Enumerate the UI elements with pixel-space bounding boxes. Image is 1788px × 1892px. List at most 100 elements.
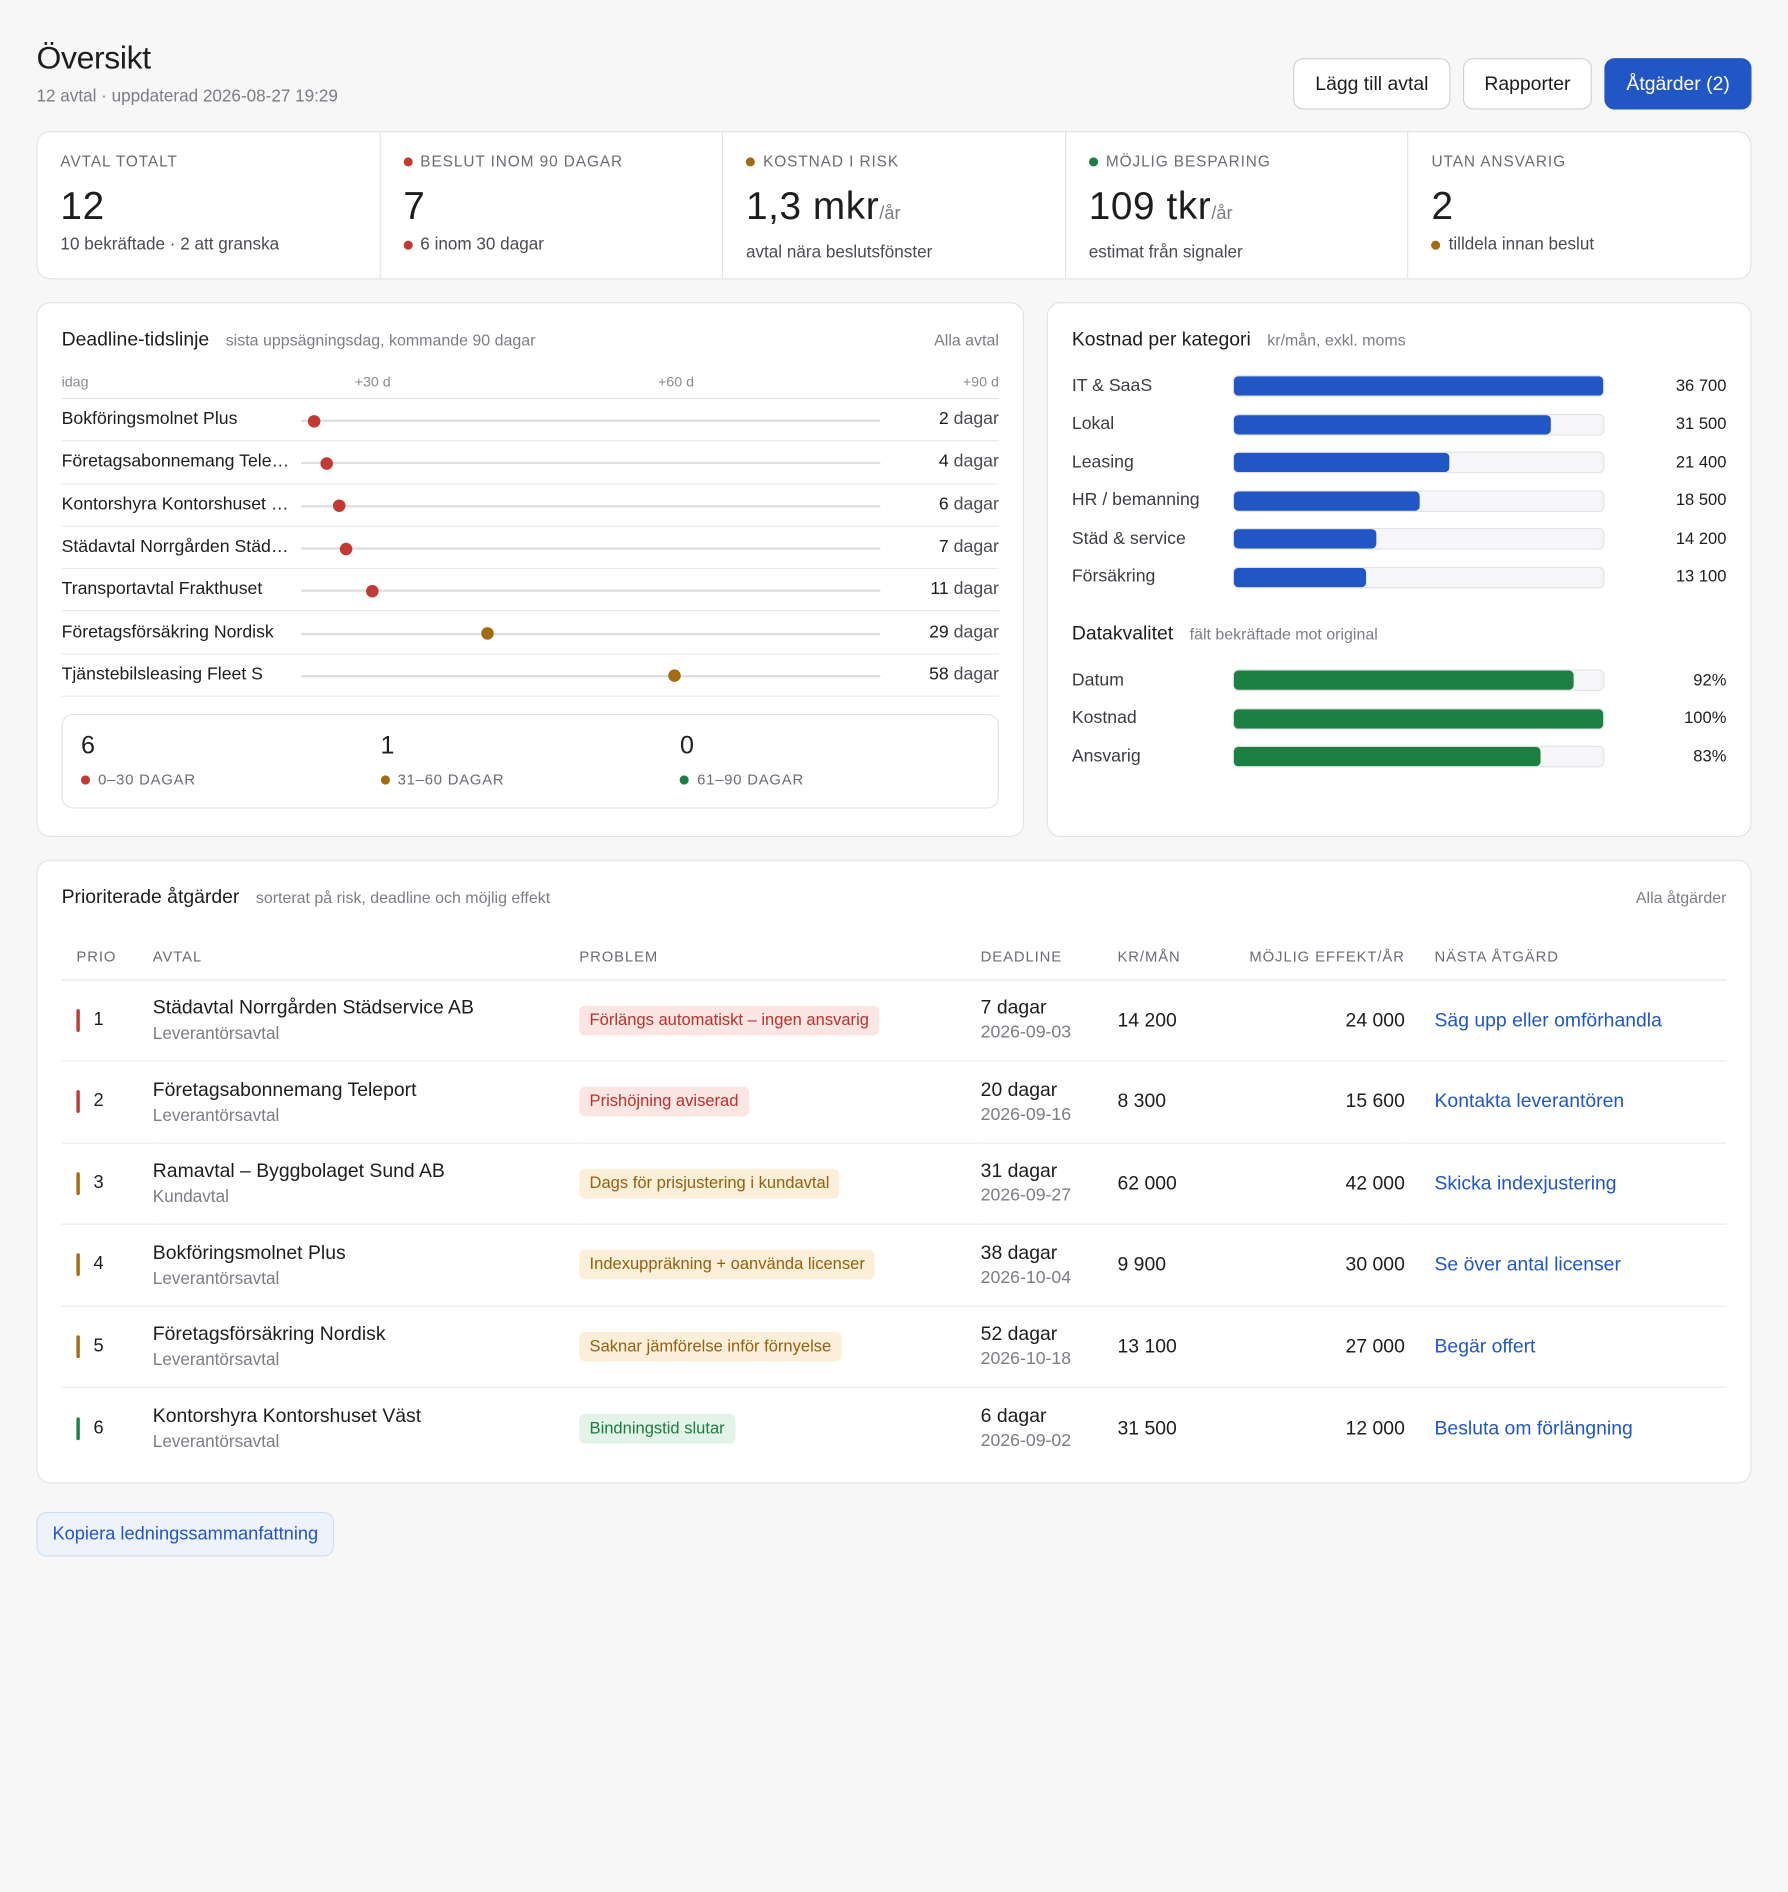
next-action-cell[interactable]: Se över antal licenser bbox=[1404, 1224, 1727, 1307]
amber-dot-icon bbox=[745, 156, 756, 166]
bar-track bbox=[1232, 490, 1605, 512]
deadline-days: 31 bbox=[980, 1159, 1003, 1182]
deadline-marker[interactable] bbox=[339, 542, 353, 555]
next-action-link[interactable]: Besluta om förlängning bbox=[1434, 1416, 1633, 1439]
next-action-link[interactable]: Skicka indexjustering bbox=[1434, 1171, 1617, 1194]
timeline-row[interactable]: Bokföringsmolnet Plus 2 dagar bbox=[61, 399, 999, 442]
deadline-marker[interactable] bbox=[320, 457, 334, 470]
table-row[interactable]: 1 Städavtal Norrgården Städservice AB Lev… bbox=[61, 979, 1727, 1062]
contract-cell[interactable]: Ramavtal – Byggbolaget Sund AB Kundavtal bbox=[152, 1142, 580, 1225]
next-action-link[interactable]: Säg upp eller omförhandla bbox=[1434, 1008, 1662, 1031]
table-row[interactable]: 3 Ramavtal – Byggbolaget Sund AB Kundavta… bbox=[61, 1142, 1727, 1225]
contract-name[interactable]: Företagsförsäkring Nordisk bbox=[152, 1323, 386, 1345]
contract-type: Leverantörsavtal bbox=[152, 1268, 280, 1289]
bar-value: 92% bbox=[1693, 671, 1727, 690]
deadline-marker[interactable] bbox=[365, 584, 379, 598]
kpi-sub-text: estimat från signaler bbox=[1088, 242, 1243, 263]
problem-cell: Indexuppräkning + oanvända licenser bbox=[579, 1224, 981, 1307]
contract-type: Leverantörsavtal bbox=[152, 1024, 280, 1044]
copy-summary-button[interactable]: Kopiera ledningssammanfattning bbox=[36, 1512, 335, 1557]
timeline-contract-name: Städavtal Norrgården Städservice AB bbox=[61, 537, 290, 557]
kpi-value: 12 bbox=[60, 184, 356, 230]
timeline-row[interactable]: Transportavtal Frakthuset 11 dagar bbox=[61, 569, 999, 612]
kpi-label: KOSTNAD I RISK bbox=[745, 153, 1042, 170]
kpi-without-owner: UTAN ANSVARIG 2 tilldela innan beslut bbox=[1409, 132, 1751, 278]
next-action-link[interactable]: Kontakta leverantören bbox=[1434, 1090, 1625, 1113]
deadline-marker[interactable] bbox=[307, 414, 321, 428]
next-action-cell[interactable]: Säg upp eller omförhandla bbox=[1404, 979, 1727, 1062]
axis-tick-90: +90 d bbox=[962, 374, 999, 390]
days-unit: dagar bbox=[953, 409, 999, 429]
next-action-cell[interactable]: Skicka indexjustering bbox=[1404, 1142, 1727, 1225]
timeline-row[interactable]: Företagsabonnemang Teleport 4 dagar bbox=[61, 442, 999, 485]
timeline-row[interactable]: Kontorshyra Kontorshuset Väst 6 dagar bbox=[61, 484, 999, 527]
col-deadline[interactable]: DEADLINE bbox=[980, 933, 1118, 981]
kpi-sub-text: avtal nära beslutsfönster bbox=[745, 242, 933, 263]
contract-name[interactable]: Bokföringsmolnet Plus bbox=[152, 1241, 346, 1264]
col-prio[interactable]: PRIO bbox=[61, 933, 153, 981]
bar-label: Städ & service bbox=[1071, 528, 1186, 549]
cost-bars: IT & SaaS 36 700 Lokal 31 500 Leasing 21 4… bbox=[1071, 367, 1727, 596]
table-row[interactable]: 6 Kontorshyra Kontorshuset Väst Leverantö… bbox=[62, 1387, 1727, 1469]
bar-value: 36 700 bbox=[1675, 377, 1727, 396]
kpi-sub-text: 10 bekräftade · 2 att granska bbox=[60, 234, 280, 255]
contract-name[interactable]: Städavtal Norrgården Städservice AB bbox=[152, 996, 474, 1019]
timeline-contract-name: Bokföringsmolnet Plus bbox=[61, 409, 238, 429]
contract-name[interactable]: Företagsabonnemang Teleport bbox=[152, 1078, 417, 1101]
deadline-cell: 7 dagar 2026-09-03 bbox=[980, 979, 1118, 1062]
prio-cell: 2 bbox=[61, 1061, 153, 1144]
prio-number: 2 bbox=[93, 1091, 104, 1111]
bar-fill bbox=[1233, 376, 1604, 396]
contract-name[interactable]: Kontorshyra Kontorshuset Väst bbox=[152, 1404, 422, 1427]
contract-cell[interactable]: Företagsabonnemang Teleport Leverantörsav… bbox=[152, 1061, 580, 1144]
col-effect[interactable]: MÖJLIG EFFEKT/ÅR bbox=[1210, 933, 1405, 981]
kpi-sub: 10 bekräftade · 2 att granska bbox=[60, 235, 356, 254]
all-actions-link[interactable]: Alla åtgärder bbox=[1635, 888, 1727, 907]
kpi-value-text: 109 tkr bbox=[1088, 184, 1212, 229]
timeline-row[interactable]: Företagsförsäkring Nordisk 29 dagar bbox=[61, 612, 999, 655]
overview-page: Översikt 12 avtal · uppdaterad 2026-08-2… bbox=[36, 40, 1752, 1557]
bar-track bbox=[1232, 528, 1605, 550]
kpi-value-text: 2 bbox=[1431, 184, 1454, 229]
reports-button[interactable]: Rapporter bbox=[1462, 58, 1593, 110]
next-action-cell[interactable]: Besluta om förlängning bbox=[1405, 1387, 1727, 1469]
deadline-marker[interactable] bbox=[333, 499, 346, 513]
next-action-cell[interactable]: Kontakta leverantören bbox=[1404, 1061, 1727, 1144]
effect-cell: 30 000 bbox=[1210, 1224, 1405, 1307]
col-next-action[interactable]: NÄSTA ÅTGÄRD bbox=[1404, 933, 1727, 981]
deadline-marker[interactable] bbox=[481, 627, 494, 640]
days-number: 6 bbox=[938, 494, 949, 514]
green-dot-icon bbox=[1088, 156, 1098, 166]
timeline-days: 11 dagar bbox=[930, 580, 998, 601]
days-number: 11 bbox=[930, 579, 949, 600]
contract-cell[interactable]: Företagsförsäkring Nordisk Leverantörsavt… bbox=[152, 1305, 580, 1388]
contract-cell[interactable]: Städavtal Norrgården Städservice AB Lever… bbox=[152, 979, 580, 1062]
kpi-strip: AVTAL TOTALT 12 10 bekräftade · 2 att gr… bbox=[36, 131, 1752, 280]
kr-month-cell: 62 000 bbox=[1117, 1142, 1211, 1225]
all-contracts-link[interactable]: Alla avtal bbox=[934, 330, 999, 349]
actions-button[interactable]: Åtgärder (2) bbox=[1604, 58, 1752, 110]
bar-fill bbox=[1233, 491, 1421, 511]
next-action-cell[interactable]: Begär offert bbox=[1404, 1305, 1727, 1388]
problem-tag: Prishöjning aviserad bbox=[579, 1086, 749, 1117]
next-action-link[interactable]: Begär offert bbox=[1434, 1335, 1536, 1357]
next-action-link[interactable]: Se över antal licenser bbox=[1434, 1253, 1621, 1276]
contract-name[interactable]: Ramavtal – Byggbolaget Sund AB bbox=[152, 1159, 445, 1182]
timeline-row[interactable]: Tjänstebilsleasing Fleet S 58 dagar bbox=[61, 654, 999, 697]
kpi-sub: tilldela innan beslut bbox=[1431, 235, 1728, 254]
table-row[interactable]: 5 Företagsförsäkring Nordisk Leverantörsa… bbox=[61, 1305, 1727, 1388]
bar-track bbox=[1232, 707, 1605, 730]
contract-cell[interactable]: Kontorshyra Kontorshuset Väst Leverantörs… bbox=[153, 1387, 579, 1469]
table-row[interactable]: 2 Företagsabonnemang Teleport Leverantörs… bbox=[61, 1061, 1727, 1144]
deadline-marker[interactable] bbox=[668, 669, 681, 683]
table-row[interactable]: 4 Bokföringsmolnet Plus Leverantörsavtal … bbox=[61, 1224, 1727, 1307]
contract-cell[interactable]: Bokföringsmolnet Plus Leverantörsavtal bbox=[152, 1224, 580, 1307]
add-contract-button[interactable]: Lägg till avtal bbox=[1293, 58, 1451, 110]
col-contract[interactable]: AVTAL bbox=[152, 933, 580, 981]
timeline-title: Deadline-tidslinje bbox=[61, 328, 210, 351]
col-problem[interactable]: PROBLEM bbox=[579, 933, 981, 981]
timeline-row[interactable]: Städavtal Norrgården Städservice AB 7 da… bbox=[61, 527, 999, 570]
timeline-rows: Bokföringsmolnet Plus 2 dagar Företagsabo… bbox=[61, 399, 999, 697]
prio-number: 4 bbox=[93, 1254, 104, 1275]
col-kr-month[interactable]: KR/MÅN bbox=[1117, 933, 1211, 981]
